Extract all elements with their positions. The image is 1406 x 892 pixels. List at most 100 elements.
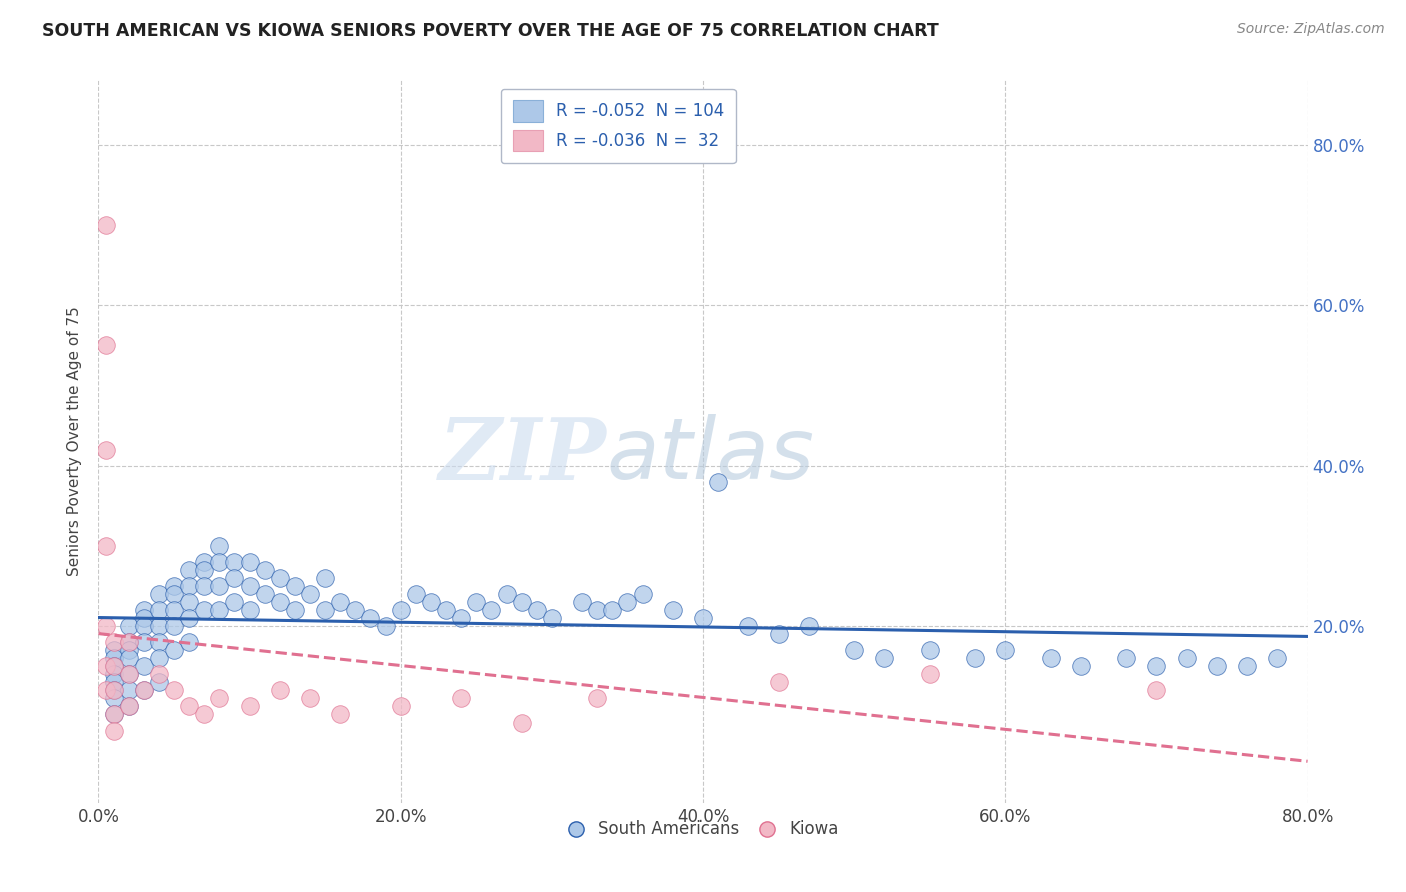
Point [179,579,201,593]
Point [103,651,125,665]
Point [737,619,759,633]
Point [844,643,866,657]
Point [208,539,231,553]
Point [224,595,246,609]
Point [132,603,155,617]
Point [132,683,155,698]
Point [269,595,291,609]
Point [253,563,276,577]
Point [193,563,215,577]
Point [94,659,117,673]
Point [118,635,141,649]
Point [103,723,125,738]
Point [94,218,117,232]
Point [405,587,427,601]
Point [965,651,987,665]
Point [132,659,155,673]
Point [148,619,170,633]
Point [360,611,382,625]
Point [118,619,141,633]
Point [118,667,141,681]
Point [163,603,186,617]
Point [148,675,170,690]
Point [208,603,231,617]
Point [94,338,117,352]
Point [118,683,141,698]
Point [1144,683,1167,698]
Text: Source: ZipAtlas.com: Source: ZipAtlas.com [1237,22,1385,37]
Point [299,587,322,601]
Point [193,603,215,617]
Point [571,595,593,609]
Point [148,651,170,665]
Point [179,595,201,609]
Point [269,571,291,585]
Point [118,651,141,665]
Point [103,683,125,698]
Point [208,555,231,569]
Point [510,715,533,730]
Point [239,579,262,593]
Point [132,683,155,698]
Point [118,635,141,649]
Point [163,683,186,698]
Point [148,587,170,601]
Point [616,595,638,609]
Point [631,587,654,601]
Point [1039,651,1062,665]
Point [208,579,231,593]
Point [420,595,443,609]
Point [163,587,186,601]
Point [118,699,141,714]
Point [163,579,186,593]
Text: atlas: atlas [606,415,814,498]
Point [994,643,1017,657]
Point [253,587,276,601]
Point [374,619,396,633]
Point [450,611,472,625]
Point [103,659,125,673]
Point [148,635,170,649]
Point [329,595,352,609]
Point [768,627,790,641]
Point [103,707,125,722]
Point [132,619,155,633]
Point [540,611,562,625]
Point [602,603,624,617]
Point [179,635,201,649]
Point [208,691,231,706]
Point [103,643,125,657]
Point [239,555,262,569]
Point [1236,659,1258,673]
Point [94,683,117,698]
Point [284,579,307,593]
Point [118,643,141,657]
Point [526,603,548,617]
Point [94,619,117,633]
Point [344,603,367,617]
Point [103,667,125,681]
Point [224,571,246,585]
Point [314,571,336,585]
Point [163,643,186,657]
Point [918,643,941,657]
Point [329,707,352,722]
Point [103,635,125,649]
Point [389,699,412,714]
Point [148,667,170,681]
Point [1267,651,1289,665]
Point [510,595,533,609]
Point [1175,651,1198,665]
Point [193,707,215,722]
Point [239,699,262,714]
Point [284,603,307,617]
Point [768,675,790,690]
Point [586,603,609,617]
Y-axis label: Seniors Poverty Over the Age of 75: Seniors Poverty Over the Age of 75 [67,307,83,576]
Point [103,683,125,698]
Point [132,611,155,625]
Point [873,651,896,665]
Point [389,603,412,617]
Point [94,442,117,457]
Legend: South Americans, Kiowa: South Americans, Kiowa [561,814,845,845]
